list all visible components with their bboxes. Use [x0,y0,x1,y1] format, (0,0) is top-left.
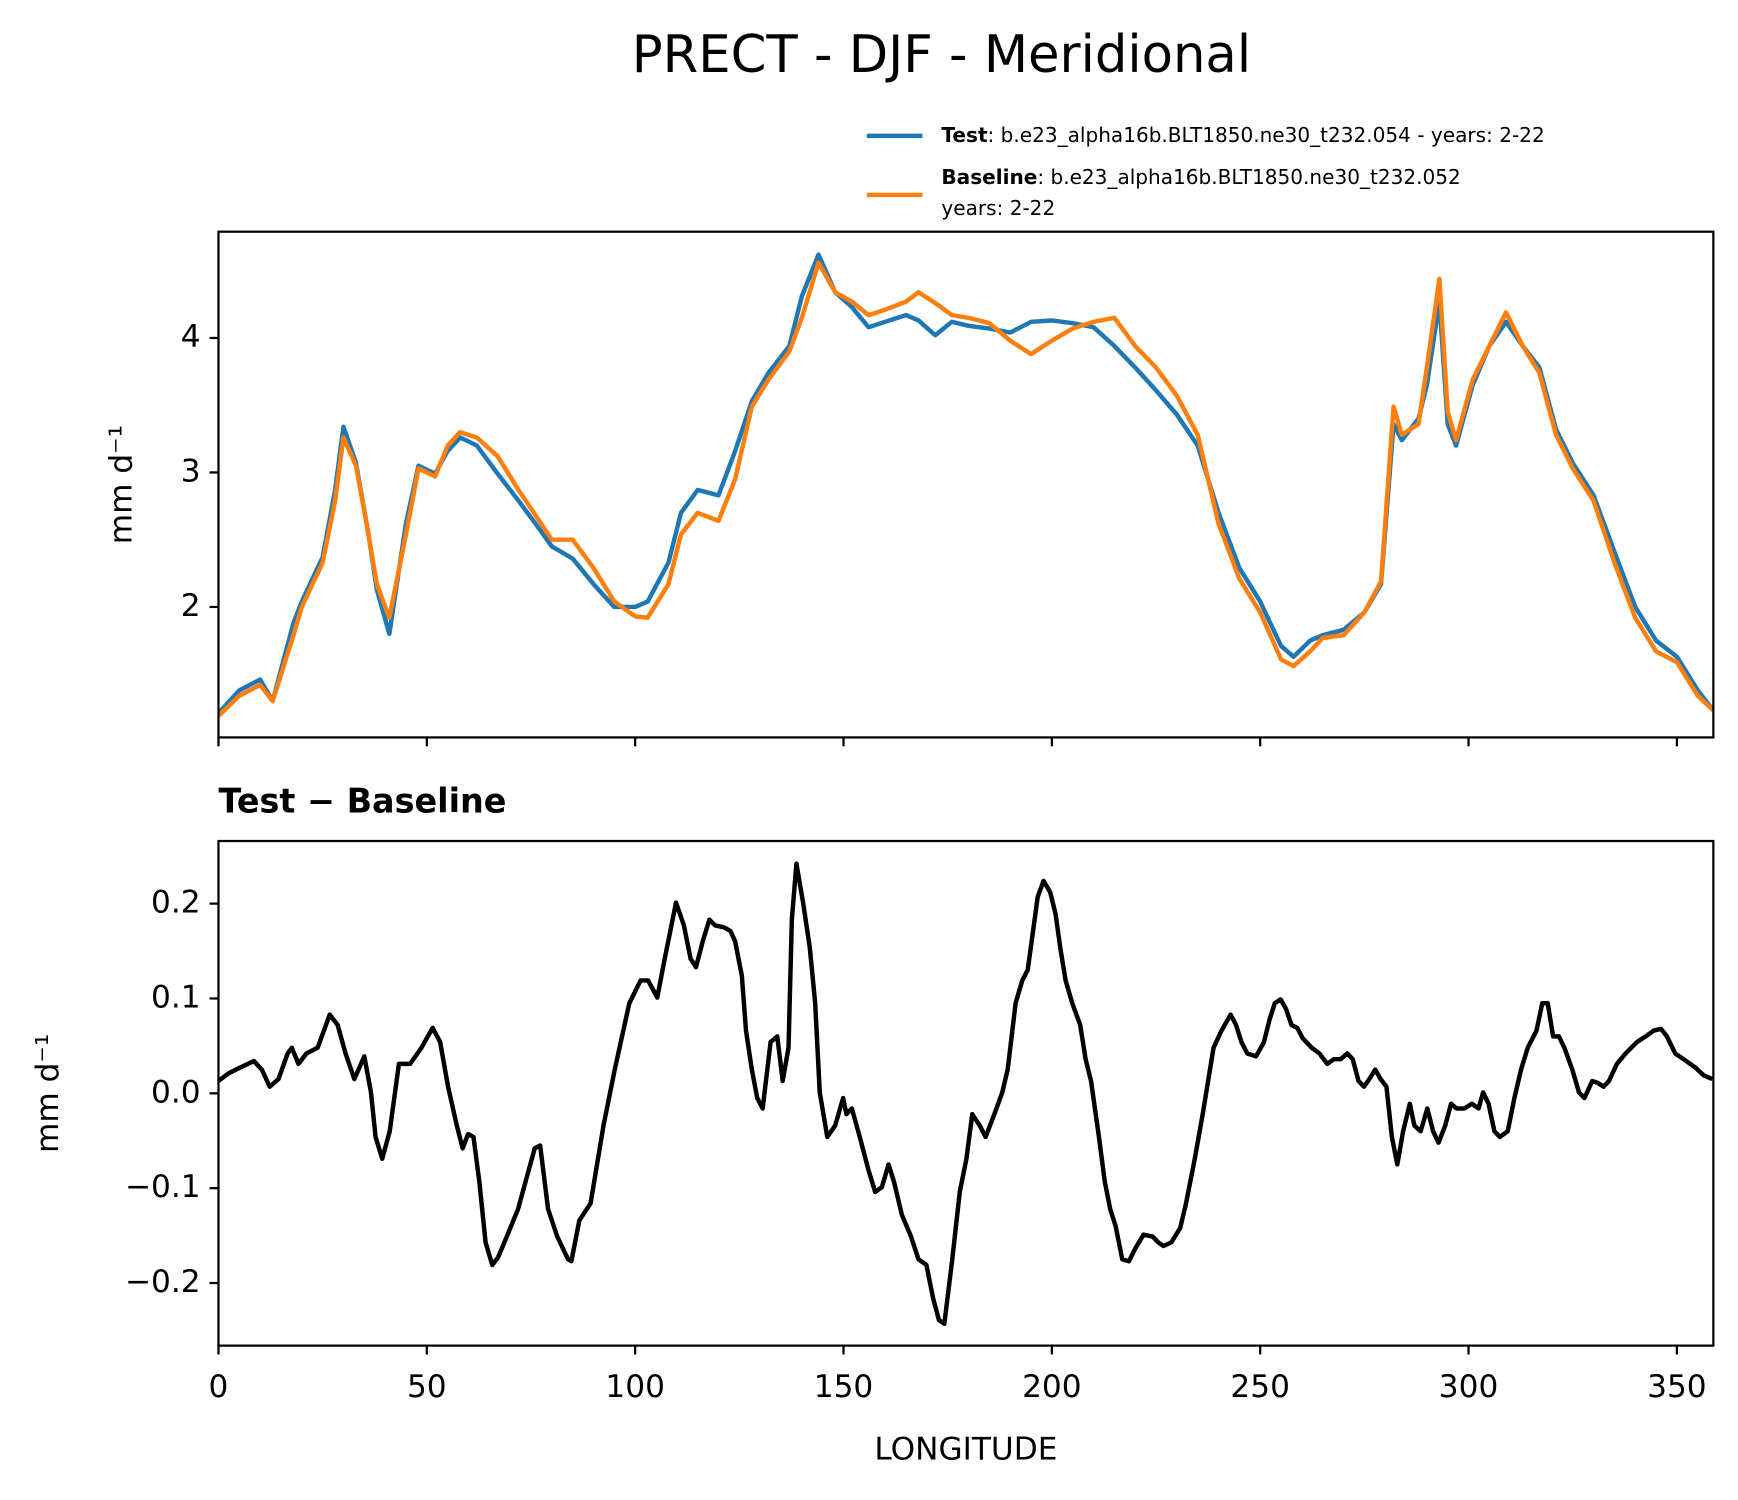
x-tick-label: 150 [814,1369,874,1405]
legend-label-line2: years: 2-22 [941,196,1055,220]
chart-title: PRECT - DJF - Meridional [632,25,1251,85]
y-tick-label: 2 [181,588,201,624]
y-tick-label: 0.0 [151,1074,201,1110]
y-tick-label: 0.1 [151,979,201,1015]
y-tick-label: 3 [181,453,201,489]
y-tick-label: −0.1 [125,1169,201,1205]
y-axis-label: mm d⁻¹ [30,1034,66,1153]
data-line [218,252,1714,715]
x-tick-label: 100 [605,1369,665,1405]
y-tick-label: −0.2 [125,1264,201,1300]
x-tick-label: 200 [1022,1369,1082,1405]
x-tick-label: 350 [1647,1369,1707,1405]
x-axis-label: LONGITUDE [874,1431,1057,1467]
data-line [218,861,1714,1327]
y-tick-label: 0.2 [151,885,201,921]
x-tick-label: 250 [1230,1369,1290,1405]
legend-name: Test [941,122,988,146]
axes-frame [217,230,1715,739]
x-tick-label: 300 [1439,1369,1499,1405]
legend-label: : b.e23_alpha16b.BLT1850.ne30_t232.052 [1037,165,1460,189]
axes-frame [217,839,1715,1347]
panel-title: Test − Baseline [218,782,506,821]
legend-label: : b.e23_alpha16b.BLT1850.ne30_t232.054 -… [988,122,1545,146]
data-line [218,260,1714,718]
y-tick-label: 4 [181,319,201,355]
legend-entry: Baseline: b.e23_alpha16b.BLT1850.ne30_t2… [941,165,1460,189]
legend-entry: Test: b.e23_alpha16b.BLT1850.ne30_t232.0… [941,122,1544,146]
x-tick-label: 0 [209,1369,229,1405]
x-tick-label: 50 [407,1369,447,1405]
legend-name: Baseline [941,165,1037,189]
y-axis-label: mm d⁻¹ [104,425,140,544]
